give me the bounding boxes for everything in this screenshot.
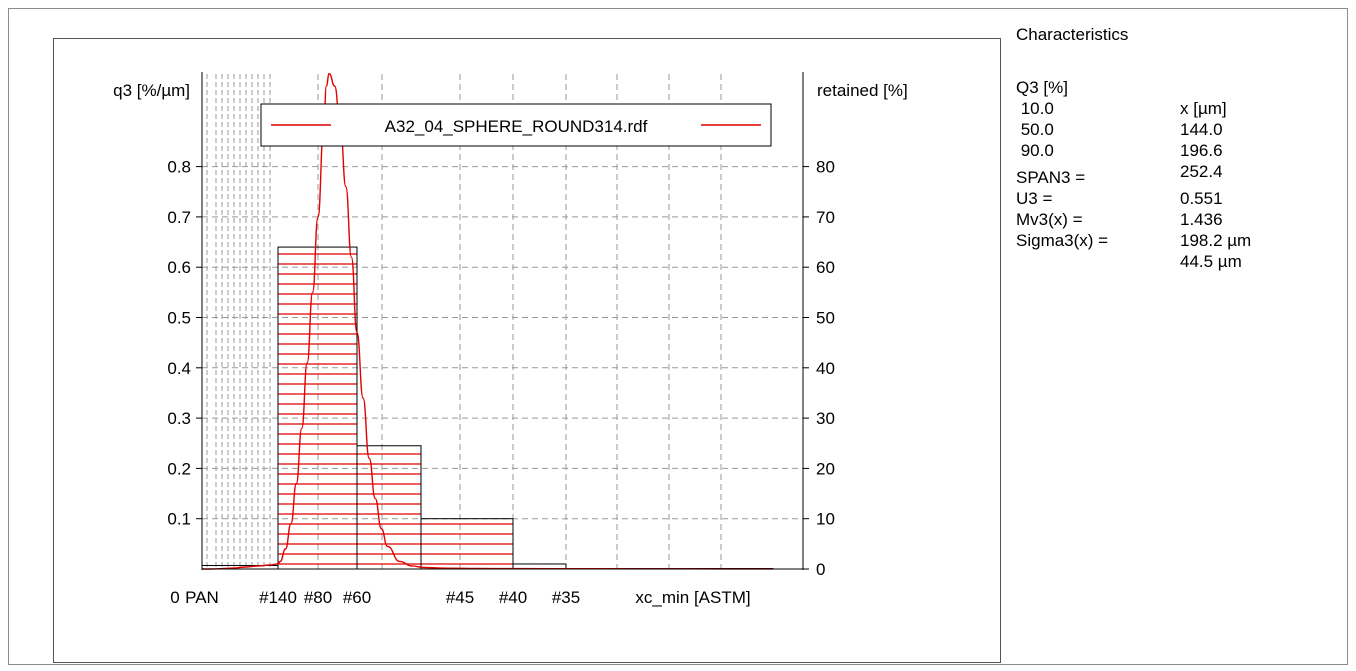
stat-row: U3 = 1.436 — [1016, 167, 1223, 229]
x-tick-label: #60 — [343, 588, 371, 607]
legend-box — [260, 103, 772, 147]
x-axis-label: xc_min [ASTM] — [635, 588, 750, 607]
characteristics-row: 90.0 252.4 — [1016, 119, 1223, 181]
q3-column-header: Q3 [%] — [1016, 78, 1068, 97]
characteristics-row: 50.0 196.6 — [1016, 98, 1223, 160]
left-tick-label: 0.3 — [167, 409, 191, 428]
left-axis-label: q3 [%/µm] — [113, 81, 190, 100]
right-tick-label: 50 — [816, 309, 835, 328]
plot-frame — [53, 38, 1001, 663]
x-value: 144.0 — [1180, 120, 1223, 139]
legend-label: A32_04_SPHERE_ROUND314.rdf — [385, 117, 648, 136]
left-tick-label: 0.8 — [167, 158, 191, 177]
left-tick-label: 0.4 — [167, 359, 191, 378]
left-tick-label: 0.1 — [167, 510, 191, 529]
left-tick-label: 0.7 — [167, 208, 191, 227]
stat-value: 1.436 — [1180, 210, 1223, 229]
x-tick-label: #140 — [259, 588, 297, 607]
left-tick-label: 0.5 — [167, 309, 191, 328]
x-tick-label: #80 — [304, 588, 332, 607]
stat-value: 44.5 µm — [1180, 252, 1242, 271]
stat-row: Sigma3(x) = 44.5 µm — [1016, 209, 1242, 271]
stat-label: Mv3(x) = — [1016, 210, 1083, 229]
x-column-header: x [µm] — [1180, 99, 1227, 118]
right-tick-label: 60 — [816, 258, 835, 277]
legend: A32_04_SPHERE_ROUND314.rdf — [260, 103, 772, 147]
q3-value: 90.0 — [1016, 141, 1054, 160]
density-curve — [202, 72, 774, 570]
characteristics-title: Characteristics — [1016, 25, 1129, 44]
right-tick-label: 80 — [816, 158, 835, 177]
left-tick-label: 0.6 — [167, 258, 191, 277]
x-tick-label: #45 — [446, 588, 474, 607]
right-tick-label: 30 — [816, 409, 835, 428]
stat-row: Mv3(x) = 198.2 µm — [1016, 188, 1251, 250]
x-tick-label: #35 — [552, 588, 580, 607]
right-tick-label: 20 — [816, 459, 835, 478]
stat-label: SPAN3 = — [1016, 168, 1086, 187]
right-axis-label: retained [%] — [817, 81, 908, 100]
q3-value: 50.0 — [1016, 120, 1054, 139]
stat-label: Sigma3(x) = — [1016, 231, 1109, 250]
x-tick-label: PAN — [185, 588, 219, 607]
characteristics-header: Q3 [%] x [µm] — [1016, 56, 1227, 118]
stat-value: 0.551 — [1180, 189, 1223, 208]
x-tick-label: 0 — [170, 588, 179, 607]
x-value: 196.6 — [1180, 141, 1223, 160]
right-tick-label: 40 — [816, 359, 835, 378]
right-tick-label: 0 — [816, 560, 825, 579]
left-tick-label: 0.2 — [167, 459, 191, 478]
right-tick-label: 10 — [816, 510, 835, 529]
right-tick-label: 70 — [816, 208, 835, 227]
stat-row: SPAN3 = 0.551 — [1016, 146, 1223, 208]
x-value: 252.4 — [1180, 162, 1223, 181]
q3-value: 10.0 — [1016, 99, 1054, 118]
characteristics-panel: Characteristics Q3 [%] x [µm] 10.0 144.0… — [1016, 24, 1251, 271]
characteristics-row: 10.0 144.0 — [1016, 77, 1223, 139]
stat-value: 198.2 µm — [1180, 231, 1252, 250]
x-tick-label: #40 — [499, 588, 527, 607]
stat-label: U3 = — [1016, 189, 1053, 208]
